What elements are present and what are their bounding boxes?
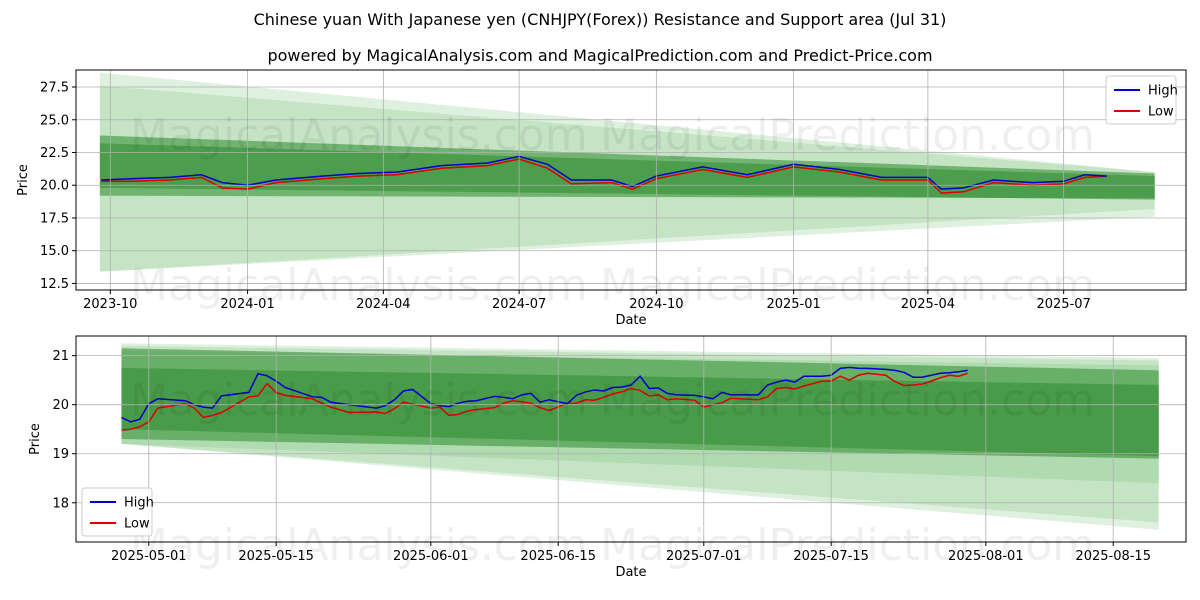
x-tick-label: 2025-06-01 [393, 549, 469, 564]
x-tick-label: 2025-05-15 [238, 549, 314, 564]
support-resistance-band [121, 367, 1159, 457]
x-tick-label: 2025-07-01 [666, 549, 742, 564]
watermark-text: MagicalPrediction.com [600, 375, 1095, 426]
legend: High Low [81, 487, 154, 537]
watermark-text: MagicalPrediction.com [600, 110, 1095, 161]
axes-frame [75, 69, 1187, 291]
watermark-text: MagicalPrediction.com [600, 260, 1095, 311]
x-tick-label: 2024-07 [492, 297, 546, 312]
watermark-text: MagicalAnalysis.com [130, 520, 588, 571]
plot-area [121, 343, 1159, 530]
axes-frame [75, 335, 1187, 543]
x-tick-label: 2025-08-15 [1075, 549, 1151, 564]
watermark-text: MagicalAnalysis.com [130, 260, 588, 311]
x-tick-label: 2024-01 [220, 297, 274, 312]
legend-label-high: High [1148, 84, 1178, 99]
x-axis-label: Date [615, 313, 646, 328]
y-tick-label: 25.0 [40, 113, 69, 128]
x-tick-label: 2024-04 [356, 297, 410, 312]
x-tick-label: 2023-10 [83, 297, 137, 312]
y-tick-label: 21 [52, 349, 69, 364]
chart-title: Chinese yuan With Japanese yen (CNHJPY(F… [253, 10, 947, 29]
series-high-line [121, 366, 968, 423]
legend-label-high: High [124, 496, 154, 511]
y-tick-label: 12.5 [40, 277, 69, 292]
watermark-text: MagicalAnalysis.com [130, 110, 588, 161]
series-low-line [121, 372, 968, 431]
legend-label-low: Low [124, 517, 150, 532]
plot-area [99, 72, 1155, 272]
x-tick-label: 2025-07 [1036, 297, 1090, 312]
x-tick-label: 2025-08-01 [948, 549, 1024, 564]
y-axis-label: Price [28, 423, 43, 455]
x-tick-label: 2025-01 [766, 297, 820, 312]
x-tick-label: 2025-07-15 [793, 549, 869, 564]
x-axis-label: Date [615, 565, 646, 580]
x-tick-label: 2024-10 [629, 297, 683, 312]
y-axis-label: Price [16, 164, 31, 196]
chart-subtitle: powered by MagicalAnalysis.com and Magic… [267, 46, 933, 65]
y-tick-label: 20.0 [40, 179, 69, 194]
y-tick-label: 18 [52, 496, 69, 511]
x-tick-label: 2025-06-15 [520, 549, 596, 564]
legend: High Low [1105, 75, 1178, 125]
y-tick-label: 22.5 [40, 146, 69, 161]
y-tick-label: 27.5 [40, 81, 69, 96]
legend-label-low: Low [1148, 105, 1174, 120]
y-tick-label: 20 [52, 398, 69, 413]
watermark-text: MagicalAnalysis.com [130, 375, 588, 426]
y-tick-label: 19 [52, 447, 69, 462]
x-tick-label: 2025-05-01 [111, 549, 187, 564]
y-tick-label: 17.5 [40, 211, 69, 226]
y-tick-label: 15.0 [40, 244, 69, 259]
watermark-text: MagicalPrediction.com [600, 520, 1095, 571]
x-tick-label: 2025-04 [901, 297, 955, 312]
